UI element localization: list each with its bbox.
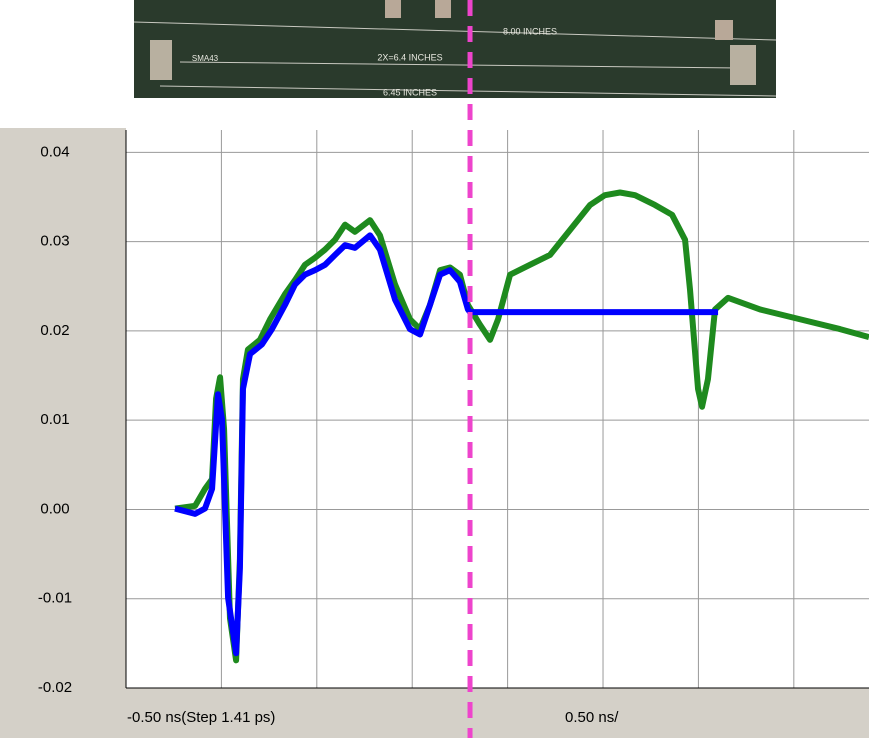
photo: 8.00 INCHES 2X=6.4 INCHES 6.45 INCHES SM… bbox=[133, 0, 777, 98]
x-label: 0.50 ns/ bbox=[565, 709, 619, 726]
y-tick-label: 0.02 bbox=[40, 322, 69, 339]
connector bbox=[150, 40, 172, 80]
trace bbox=[133, 21, 777, 41]
y-tick-label: 0.03 bbox=[40, 233, 69, 250]
axis-panel bbox=[0, 128, 126, 738]
y-tick-label: 0.00 bbox=[40, 500, 69, 517]
connector bbox=[715, 20, 733, 40]
axis-panel bbox=[0, 688, 869, 738]
photo-label: 6.45 INCHES bbox=[383, 87, 437, 97]
trace bbox=[179, 61, 741, 69]
photo-label: SMA43 bbox=[192, 54, 219, 63]
photo-label: 8.00 INCHES bbox=[503, 26, 557, 36]
x-label: -0.50 ns(Step 1.41 ps) bbox=[127, 709, 275, 726]
y-tick-label: 0.04 bbox=[40, 143, 69, 160]
connector bbox=[730, 45, 756, 85]
y-tick-label: 0.01 bbox=[40, 411, 69, 428]
pcb bbox=[134, 0, 776, 98]
connector bbox=[435, 0, 451, 18]
series-line bbox=[174, 232, 719, 657]
photo-label: 2X=6.4 INCHES bbox=[377, 52, 442, 62]
plot-area bbox=[126, 130, 869, 688]
y-tick-label: -0.02 bbox=[38, 679, 72, 696]
connector bbox=[385, 0, 401, 18]
y-tick-label: -0.01 bbox=[38, 590, 72, 607]
